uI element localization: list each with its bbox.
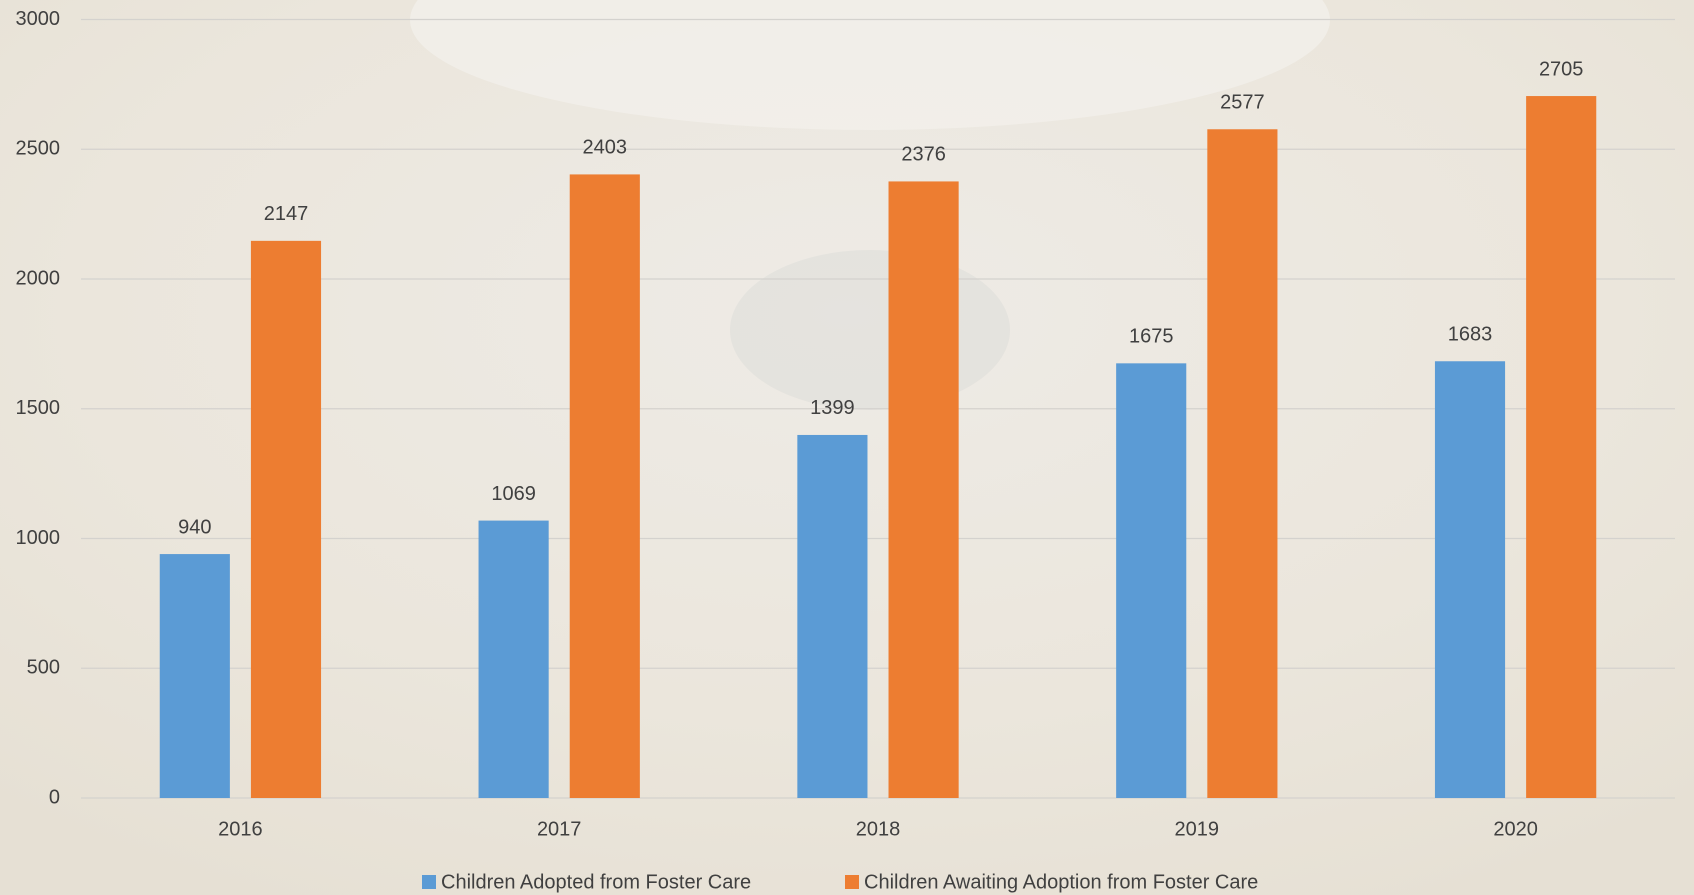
y-tick-label: 3000 [16,8,61,30]
data-label: 2577 [1220,92,1265,114]
data-label: 2403 [583,137,628,159]
y-tick-label: 2000 [16,267,61,289]
y-tick-label: 2500 [16,138,61,160]
x-tick-label: 2017 [537,818,582,840]
bar [1207,129,1278,798]
bar [159,554,230,798]
bar [569,174,640,798]
y-tick-label: 1500 [16,397,61,419]
y-tick-label: 1000 [16,527,61,549]
y-tick-label: 500 [27,657,60,679]
data-label: 1683 [1448,324,1493,346]
bar [888,181,959,799]
x-tick-label: 2016 [218,818,263,840]
x-tick-label: 2019 [1175,818,1220,840]
data-label: 940 [178,516,211,538]
data-label: 1675 [1129,326,1174,348]
background-decor [410,0,1330,130]
legend-label: Children Adopted from Foster Care [441,871,751,893]
bar [1526,96,1597,799]
x-tick-label: 2020 [1493,818,1538,840]
data-label: 2376 [901,144,946,166]
data-label: 1069 [491,483,536,505]
bar [797,434,868,798]
bar [1434,361,1506,798]
y-tick-label: 0 [49,786,60,808]
legend-swatch [845,875,859,889]
x-tick-label: 2018 [856,818,901,840]
data-label: 2147 [264,203,309,225]
bar [250,240,322,798]
bar [1116,363,1187,798]
data-label: 2705 [1539,58,1584,80]
background-decor [730,250,1010,410]
legend-label: Children Awaiting Adoption from Foster C… [864,871,1258,893]
data-label: 1399 [810,397,855,419]
bar [478,520,549,798]
legend-swatch [422,875,436,889]
